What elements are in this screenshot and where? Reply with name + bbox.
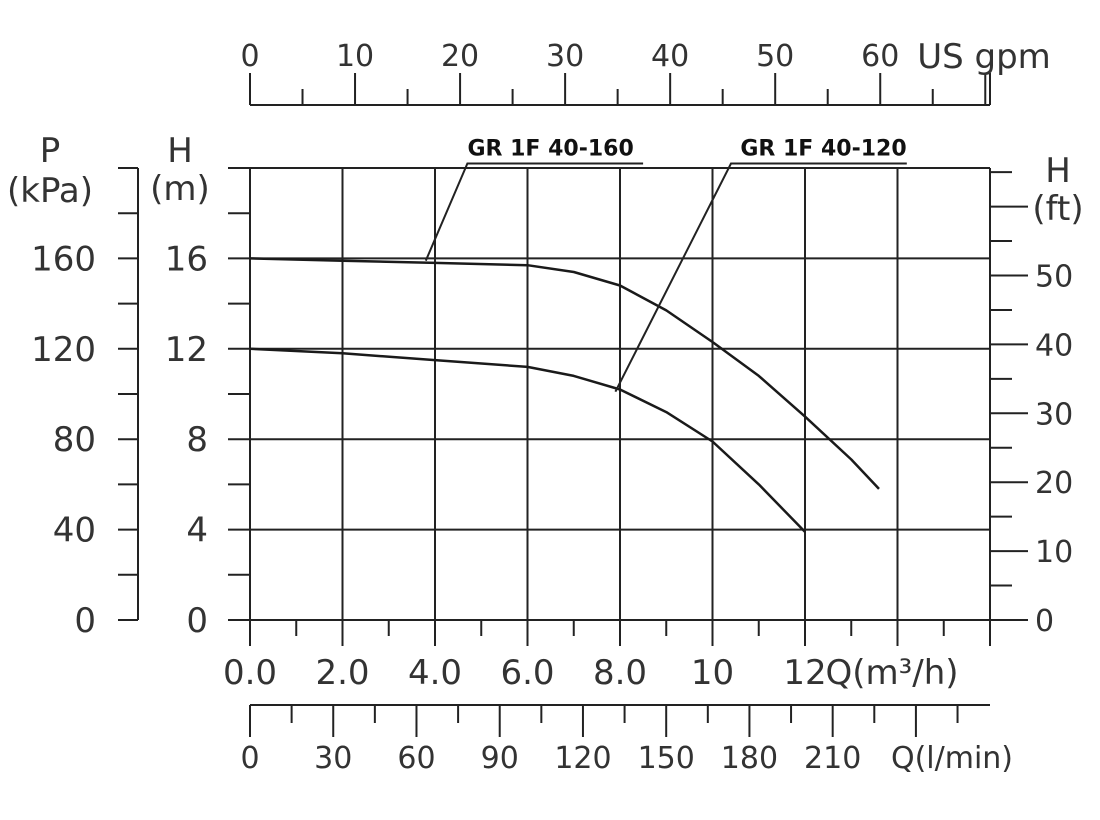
pressure-tick-label: 120 xyxy=(31,330,96,370)
l-min-tick-label: 60 xyxy=(397,741,435,776)
series-label-2: GR 1F 40-120 xyxy=(740,136,906,161)
series-label-leader-1 xyxy=(424,162,644,262)
head-m-axis-title: H xyxy=(167,131,193,171)
us-gpm-tick-label: 30 xyxy=(546,39,584,74)
head-ft-axis-unit: (ft) xyxy=(1032,189,1083,229)
q-m3h-tick-label: 12 xyxy=(783,653,826,693)
us-gpm-tick-label: 40 xyxy=(651,39,689,74)
head-ft-tick-label: 50 xyxy=(1035,259,1073,294)
head-m-tick-label: 8 xyxy=(186,420,208,460)
l-min-tick-label: 180 xyxy=(721,741,778,776)
us-gpm-tick-label: 0 xyxy=(240,39,259,74)
series-line-2 xyxy=(249,347,806,533)
us-gpm-tick-label: 50 xyxy=(756,39,794,74)
l-min-tick-label: 0 xyxy=(240,741,259,776)
head-ft-axis-title: H xyxy=(1045,151,1071,191)
head-ft-tick-label: 10 xyxy=(1035,535,1073,570)
l-min-tick-label: 120 xyxy=(554,741,611,776)
curves xyxy=(249,257,880,533)
series-labels: GR 1F 40-160 GR 1F 40-120 xyxy=(424,136,907,393)
pressure-tick-label: 40 xyxy=(53,511,96,551)
bottom-axis-q-m3h: 0.0 2.0 4.0 6.0 8.0 10 12Q(m³/h) xyxy=(223,620,991,693)
head-m-tick-label: 12 xyxy=(165,330,208,370)
pressure-axis-title: P xyxy=(40,131,61,171)
head-m-axis-unit: (m) xyxy=(150,169,210,209)
series-label-leader-2 xyxy=(614,162,907,393)
l-min-axis-label: Q(l/min) xyxy=(891,741,1013,776)
head-ft-tick-label: 0 xyxy=(1035,604,1054,639)
pressure-tick-label: 0 xyxy=(74,601,96,641)
head-m-tick-label: 16 xyxy=(165,239,208,279)
pressure-tick-label: 160 xyxy=(31,239,96,279)
grid xyxy=(249,167,991,621)
head-m-tick-label: 0 xyxy=(186,601,208,641)
l-min-tick-label: 210 xyxy=(804,741,861,776)
l-min-tick-label: 150 xyxy=(638,741,695,776)
series-label-1: GR 1F 40-160 xyxy=(467,136,633,161)
q-m3h-axis-label: Q(m³/h) xyxy=(825,653,958,693)
q-m3h-tick-label: 6.0 xyxy=(500,653,554,693)
q-m3h-tick-label: 8.0 xyxy=(593,653,647,693)
series-line-1 xyxy=(249,257,880,490)
us-gpm-axis-label: US gpm xyxy=(917,37,1051,77)
q-m3h-tick-label: 10 xyxy=(691,653,734,693)
us-gpm-tick-label: 10 xyxy=(336,39,374,74)
head-m-tick-label: 4 xyxy=(186,511,208,551)
head-ft-tick-label: 30 xyxy=(1035,397,1073,432)
q-m3h-tick-label: 4.0 xyxy=(408,653,462,693)
q-m3h-tick-label: 0.0 xyxy=(223,653,277,693)
head-ft-tick-label: 40 xyxy=(1035,328,1073,363)
us-gpm-tick-label: 60 xyxy=(861,39,899,74)
us-gpm-tick-label: 20 xyxy=(441,39,479,74)
pressure-tick-label: 80 xyxy=(53,420,96,460)
bottom-axis-l-min: 0 30 60 90 120 150 180 210 Q(l/min) xyxy=(240,704,1013,776)
right-axis-ft: 0 10 20 30 40 50 H(ft) xyxy=(989,151,1084,639)
l-min-tick-label: 30 xyxy=(314,741,352,776)
top-axis-us-gpm: 0 10 20 30 40 50 60 US gpm xyxy=(240,37,1051,106)
pressure-axis-unit: (kPa) xyxy=(7,171,93,211)
left-axes: 0 40 80 120 160 P(kPa) 0 4 8 12 16 H(m) xyxy=(7,131,250,641)
q-m3h-tick-label: 2.0 xyxy=(315,653,369,693)
l-min-tick-label: 90 xyxy=(481,741,519,776)
head-ft-tick-label: 20 xyxy=(1035,466,1073,501)
